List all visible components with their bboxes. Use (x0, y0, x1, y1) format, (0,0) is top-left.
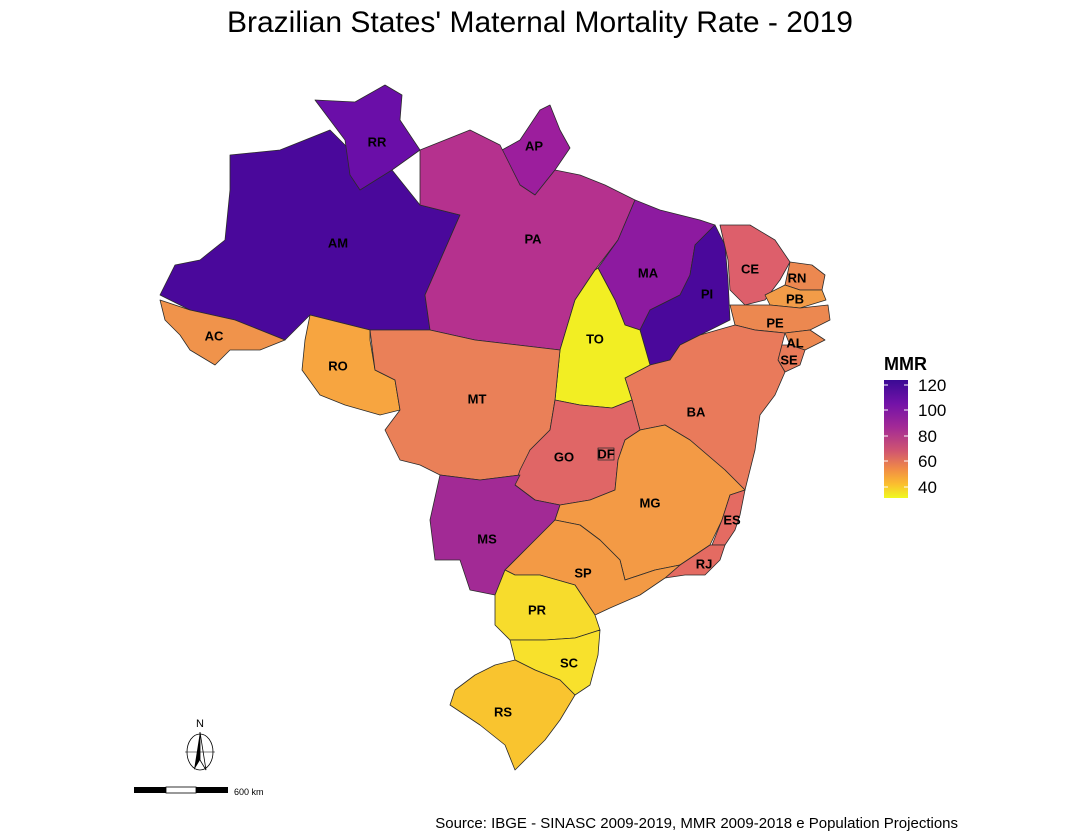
label-rj: RJ (696, 556, 713, 571)
label-pe: PE (766, 315, 784, 330)
label-ap: AP (525, 138, 543, 153)
state-am[interactable] (159, 129, 461, 341)
legend-title: MMR (884, 354, 927, 374)
state-df[interactable] (597, 447, 615, 461)
label-pb: PB (786, 291, 804, 306)
label-am: AM (328, 235, 348, 250)
label-ma: MA (638, 265, 659, 280)
state-rj[interactable] (664, 544, 726, 579)
label-rr: RR (368, 134, 387, 149)
label-ms: MS (477, 531, 497, 546)
source-caption: Source: IBGE - SINASC 2009-2019, MMR 200… (435, 815, 958, 832)
legend-tick: 100 (918, 401, 946, 420)
legend: MMR 120 100 80 60 40 (884, 354, 946, 498)
label-ba: BA (687, 404, 706, 419)
state-labels: AM RR AP PA MA PI CE RN PB PE AL SE BA T… (205, 134, 807, 719)
label-ro: RO (328, 358, 348, 373)
legend-tick: 120 (918, 376, 946, 395)
label-rs: RS (494, 704, 512, 719)
label-pr: PR (528, 602, 547, 617)
state-ce[interactable] (719, 224, 791, 306)
label-to: TO (586, 331, 604, 346)
label-sp: SP (574, 565, 592, 580)
label-sc: SC (560, 655, 579, 670)
scale-bar: 600 km (134, 786, 264, 797)
map-title: Brazilian States' Maternal Mortality Rat… (227, 6, 853, 39)
state-al[interactable] (784, 329, 826, 351)
label-df: DF (597, 446, 614, 461)
state-rs[interactable] (449, 659, 576, 771)
north-arrow-icon: N (185, 718, 215, 771)
legend-tick: 80 (918, 427, 937, 446)
label-rn: RN (788, 270, 807, 285)
label-es: ES (723, 512, 741, 527)
legend-tick: 60 (918, 452, 937, 471)
state-ro[interactable] (301, 314, 401, 416)
label-al: AL (786, 335, 803, 350)
label-pa: PA (524, 231, 542, 246)
legend-tick: 40 (918, 478, 937, 497)
north-label: N (196, 718, 204, 730)
label-mt: MT (468, 391, 487, 406)
label-ac: AC (205, 328, 224, 343)
label-se: SE (780, 352, 798, 367)
states-layer (159, 84, 831, 771)
label-go: GO (554, 449, 574, 464)
legend-colorbar (884, 380, 908, 498)
state-ac[interactable] (159, 299, 286, 366)
label-ce: CE (741, 261, 759, 276)
scale-bar-label: 600 km (234, 787, 264, 797)
label-mg: MG (640, 495, 661, 510)
label-pi: PI (701, 286, 713, 301)
